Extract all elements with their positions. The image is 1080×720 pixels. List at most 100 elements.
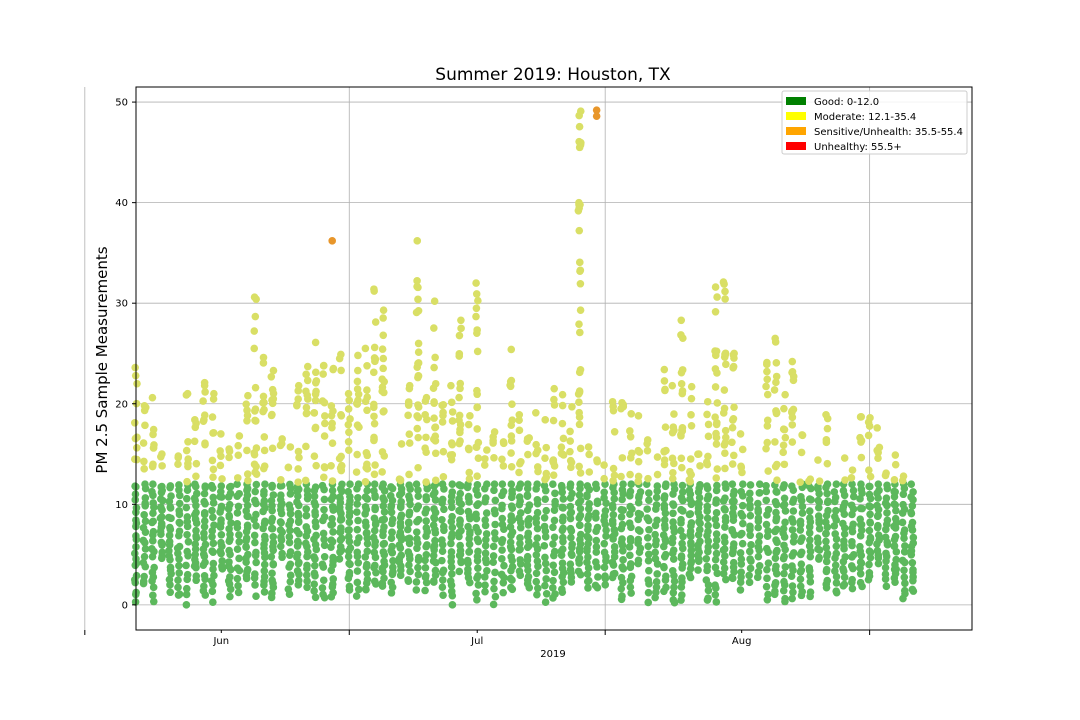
data-point-good xyxy=(244,550,252,559)
data-point-good xyxy=(746,555,754,563)
data-point-good xyxy=(764,505,773,514)
data-point-good xyxy=(525,514,533,523)
data-point-good xyxy=(840,530,849,538)
data-point-moderate xyxy=(575,398,583,406)
data-point-good xyxy=(139,536,148,545)
data-point-good xyxy=(636,488,645,496)
data-point-moderate xyxy=(244,476,252,485)
data-point-moderate xyxy=(413,237,422,245)
data-point-moderate xyxy=(251,407,259,415)
data-point-good xyxy=(447,587,456,596)
data-point-moderate xyxy=(840,454,849,462)
data-point-good xyxy=(762,487,771,496)
data-point-good xyxy=(166,482,175,490)
data-point-moderate xyxy=(873,424,881,432)
data-point-good xyxy=(233,509,242,517)
data-point-moderate xyxy=(149,460,157,469)
data-point-good xyxy=(421,586,429,595)
data-point-good xyxy=(753,573,762,582)
data-point-moderate xyxy=(130,418,139,427)
data-point-moderate xyxy=(686,477,695,486)
data-point-good xyxy=(677,552,686,560)
data-point-good xyxy=(720,505,729,513)
data-point-good xyxy=(310,498,319,507)
data-point-moderate xyxy=(532,440,540,449)
data-point-good xyxy=(891,514,900,523)
data-point-good xyxy=(541,495,550,504)
data-point-good xyxy=(234,588,243,597)
data-point-good xyxy=(387,534,396,543)
data-point-good xyxy=(908,518,917,527)
data-point-moderate xyxy=(575,198,583,207)
data-point-good xyxy=(310,587,318,595)
data-point-good xyxy=(676,526,685,535)
data-point-good xyxy=(252,521,260,530)
data-point-good xyxy=(149,499,158,507)
data-point-good xyxy=(380,523,388,531)
data-point-moderate xyxy=(268,410,276,419)
data-point-good xyxy=(652,493,661,502)
data-point-moderate xyxy=(200,416,208,424)
data-point-moderate xyxy=(772,372,781,381)
data-point-moderate xyxy=(575,413,584,421)
data-point-good xyxy=(208,532,216,541)
data-point-good xyxy=(243,501,252,510)
data-point-good xyxy=(303,486,312,495)
data-point-moderate xyxy=(302,370,310,379)
data-point-good xyxy=(704,521,712,530)
data-point-good xyxy=(489,558,498,567)
data-point-moderate xyxy=(311,338,320,347)
data-point-good xyxy=(405,492,413,500)
data-point-good xyxy=(363,539,372,548)
data-point-moderate xyxy=(576,366,585,374)
data-point-moderate xyxy=(327,411,336,420)
data-point-good xyxy=(354,585,363,594)
data-point-good xyxy=(404,576,412,584)
data-point-good xyxy=(379,502,388,510)
data-point-good xyxy=(661,550,670,559)
data-point-moderate xyxy=(311,424,320,433)
data-point-moderate xyxy=(720,441,729,449)
data-point-good xyxy=(140,552,149,561)
data-point-good xyxy=(540,522,549,531)
data-point-good xyxy=(167,492,175,500)
data-point-good xyxy=(900,586,909,595)
data-point-good xyxy=(328,514,336,523)
data-point-good xyxy=(506,574,515,583)
data-point-good xyxy=(226,489,235,498)
data-point-good xyxy=(320,541,329,550)
data-point-good xyxy=(660,501,669,510)
data-point-good xyxy=(260,487,268,496)
data-point-good xyxy=(841,499,849,508)
data-point-good xyxy=(832,542,841,551)
data-point-good xyxy=(600,539,609,548)
data-point-good xyxy=(558,545,567,553)
data-point-good xyxy=(644,556,653,565)
data-point-moderate xyxy=(363,393,372,402)
data-point-moderate xyxy=(457,324,465,333)
data-point-good xyxy=(728,525,736,534)
data-point-good xyxy=(711,542,720,550)
data-point-good xyxy=(856,578,865,587)
data-point-good xyxy=(788,594,796,603)
data-point-moderate xyxy=(225,453,233,462)
data-point-moderate xyxy=(321,419,329,428)
data-point-moderate xyxy=(413,282,421,291)
data-point-moderate xyxy=(626,427,634,435)
data-point-moderate xyxy=(823,424,832,433)
data-point-good xyxy=(482,535,490,544)
data-point-good xyxy=(532,577,541,586)
data-point-good xyxy=(327,536,336,544)
data-point-moderate xyxy=(260,405,268,414)
data-point-good xyxy=(540,513,549,522)
data-point-good xyxy=(755,480,764,488)
data-point-moderate xyxy=(414,403,423,411)
data-point-good xyxy=(329,553,337,562)
data-point-moderate xyxy=(508,400,516,408)
data-point-moderate xyxy=(575,226,584,235)
data-point-good xyxy=(610,543,619,551)
data-point-moderate xyxy=(209,465,218,474)
data-point-good xyxy=(318,481,327,490)
data-point-good xyxy=(532,569,541,578)
data-point-good xyxy=(908,585,917,594)
